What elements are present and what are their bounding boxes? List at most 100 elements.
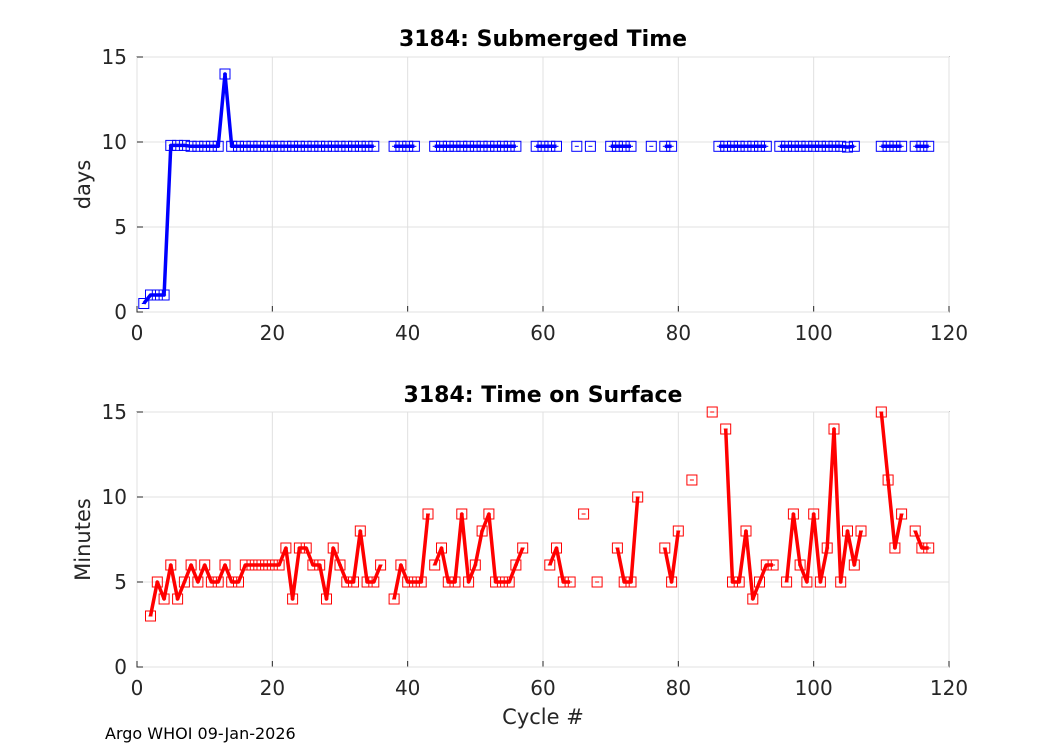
data-point (659, 542, 671, 554)
data-point (672, 525, 684, 537)
y-tick-label: 0 (114, 655, 127, 679)
submerged-time-axes: 0 20 40 60 80 100 120 0 5 10 15 3184: Submerged Ti… (71, 27, 968, 345)
data-series (138, 68, 935, 309)
data-point (354, 525, 366, 537)
data-point (368, 576, 380, 588)
data-point (469, 559, 481, 571)
data-point (280, 542, 292, 554)
y-tick-label: 10 (102, 485, 127, 509)
data-point (814, 576, 826, 588)
data-point (436, 542, 447, 554)
data-point (611, 542, 623, 554)
chart-title: 3184: Time on Surface (404, 383, 683, 408)
x-tick-label: 0 (131, 676, 144, 700)
y-tick-label: 10 (102, 130, 127, 154)
series-line (779, 144, 855, 149)
data-point (151, 576, 163, 588)
data-point (476, 525, 488, 537)
data-point (808, 508, 820, 520)
data-point (192, 576, 204, 588)
series-line (784, 427, 863, 584)
data-point (923, 542, 935, 554)
data-point (145, 610, 156, 622)
data-point (422, 508, 434, 520)
x-tick-label: 100 (795, 676, 833, 700)
x-tick-label: 80 (666, 321, 691, 345)
data-point (185, 559, 197, 571)
data-point (463, 576, 475, 588)
data-point (781, 576, 793, 588)
y-axis-label: days (71, 160, 95, 210)
data-point (835, 576, 847, 588)
data-point (334, 559, 346, 571)
chart-title: 3184: Submerged Time (399, 27, 687, 52)
data-point (429, 559, 441, 571)
series-line (392, 513, 430, 600)
data-point (273, 559, 285, 571)
x-tick-label: 120 (930, 321, 968, 345)
data-point (219, 68, 231, 80)
surface-time-axes: 0 20 40 60 80 100 120 0 5 10 15 3184: Time on Surf… (71, 383, 968, 729)
data-point (720, 423, 732, 435)
data-point (754, 576, 765, 588)
data-point (645, 140, 657, 152)
data-point (821, 542, 833, 554)
data-point (165, 559, 177, 571)
data-point (449, 576, 461, 588)
data-point (178, 576, 190, 588)
data-point (740, 525, 752, 537)
data-point (388, 593, 400, 605)
data-point (842, 525, 853, 537)
data-point (733, 576, 745, 588)
x-axis-label: Cycle # (502, 705, 584, 729)
data-point (706, 406, 718, 418)
data-point (923, 140, 935, 152)
data-point (408, 140, 420, 152)
data-point (909, 525, 921, 537)
data-point (219, 559, 231, 571)
data-point (517, 542, 529, 554)
series-line (615, 496, 640, 584)
data-point (199, 559, 211, 571)
data-point (551, 140, 562, 152)
y-tick-label: 0 (114, 300, 127, 324)
data-point (300, 542, 312, 554)
data-point (138, 298, 150, 309)
data-point (321, 593, 332, 605)
tick-labels: 0 20 40 60 80 100 120 0 5 10 15 (102, 45, 969, 345)
x-tick-label: 100 (795, 321, 833, 345)
data-point (835, 140, 847, 152)
data-point (564, 576, 576, 588)
data-point (632, 491, 644, 503)
footer-credit: Argo WHOI 09-Jan-2026 (105, 724, 296, 743)
x-tick-label: 60 (530, 676, 555, 700)
tick-labels: 0 20 40 60 80 100 120 0 5 10 15 (102, 400, 969, 700)
x-tick-label: 120 (930, 676, 968, 700)
data-point (855, 525, 867, 537)
data-point (510, 140, 522, 152)
data-point (348, 576, 359, 588)
data-point (625, 140, 637, 152)
data-point (233, 576, 244, 588)
data-point (158, 593, 170, 605)
data-point (415, 576, 427, 588)
data-point (760, 140, 772, 152)
data-point (456, 508, 468, 520)
data-point (666, 140, 678, 152)
data-point (747, 593, 759, 605)
y-tick-label: 5 (114, 570, 127, 594)
data-point (794, 559, 806, 571)
data-point (882, 474, 894, 486)
y-tick-label: 15 (102, 400, 127, 424)
data-point (686, 474, 698, 486)
data-point (551, 542, 562, 554)
data-point (889, 542, 901, 554)
data-point (828, 423, 840, 435)
data-point (212, 576, 224, 588)
x-tick-label: 0 (131, 321, 144, 345)
data-point (212, 140, 224, 152)
data-point (625, 576, 637, 588)
x-tick-label: 80 (666, 676, 691, 700)
data-point (395, 559, 407, 571)
